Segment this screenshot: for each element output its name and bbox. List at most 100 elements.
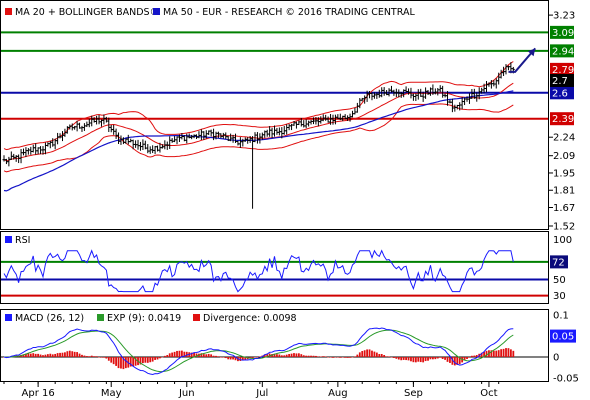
divergence-bar	[100, 357, 103, 358]
divergence-bar	[366, 349, 369, 357]
macd-series-line	[3, 327, 514, 376]
macd-tick-label: -0.05	[553, 373, 579, 384]
divergence-bar	[336, 357, 339, 358]
divergence-bar	[142, 357, 144, 364]
divergence-bar	[427, 357, 429, 361]
divergence-bar	[375, 352, 378, 357]
divergence-bar	[180, 350, 183, 357]
divergence-bar	[393, 357, 395, 358]
divergence-bar	[173, 351, 176, 357]
divergence-bar	[88, 356, 91, 357]
divergence-bar	[42, 355, 44, 357]
divergence-bar	[207, 353, 210, 357]
divergence-bar	[151, 357, 154, 362]
divergence-legend-label: Divergence: 0.0098	[203, 313, 297, 324]
ma50-line	[3, 90, 514, 192]
divergence-bar	[219, 357, 222, 358]
price-axis: 3.23 2.24 2.09 1.95 1.81 1.67 1.52	[549, 11, 575, 233]
divergence-bar	[61, 352, 64, 357]
rsi-legend-label: RSI	[15, 235, 30, 246]
divergence-bar	[120, 357, 122, 369]
divergence-bar	[453, 357, 456, 366]
divergence-bar	[273, 353, 276, 357]
divergence-bar	[51, 354, 54, 357]
divergence-bar	[283, 355, 286, 357]
divergence-bar	[466, 357, 468, 359]
divergence-bar	[327, 357, 330, 358]
divergence-bar	[193, 352, 195, 357]
divergence-bar	[483, 351, 485, 357]
divergence-bar	[163, 355, 166, 357]
divergence-bar	[159, 357, 161, 359]
divergence-bar	[115, 357, 117, 366]
divergence-bar	[349, 357, 351, 358]
divergence-bar	[195, 353, 198, 357]
divergence-bar	[156, 357, 159, 360]
divergence-bar	[473, 355, 476, 357]
level-tag-2.6: 2.6	[552, 88, 568, 99]
divergence-bar	[139, 357, 142, 365]
x-tick-label: Aug	[328, 388, 348, 399]
prev-close-tag: 2.7	[552, 76, 568, 87]
divergence-bar	[129, 357, 132, 367]
divergence-bar	[215, 355, 217, 357]
rsi-current-tag-bg	[550, 255, 568, 269]
divergence-bar	[178, 350, 181, 357]
forecast-arrow-head	[527, 48, 536, 57]
divergence-bar	[149, 357, 152, 363]
divergence-bar	[371, 350, 373, 357]
divergence-bar	[383, 355, 386, 357]
macd-tick-label: 0	[553, 353, 559, 364]
divergence-bar	[176, 350, 178, 357]
divergence-bar	[295, 353, 298, 357]
rsi-axis: 100 72 50 30	[550, 235, 572, 302]
divergence-bar	[90, 355, 93, 357]
rsi-panel-frame	[0, 231, 549, 304]
rsi-current-tag: 72	[552, 257, 565, 268]
divergence-bar	[302, 355, 305, 357]
divergence-bar	[310, 355, 312, 357]
divergence-bar	[390, 356, 393, 358]
divergence-bar	[154, 357, 156, 360]
forecast-arrow-line	[508, 47, 537, 73]
macd-axis: 0.1 0.05 0 -0.05	[550, 311, 579, 384]
level-tag-2.39: 2.39	[552, 114, 574, 125]
divergence-bar	[468, 357, 471, 358]
divergence-bar	[307, 355, 310, 357]
divergence-bar	[444, 357, 446, 360]
divergence-bar	[217, 356, 220, 357]
divergence-bar	[278, 354, 281, 357]
divergence-bar	[268, 353, 271, 357]
divergence-bar	[512, 350, 515, 357]
x-tick-label: Jul	[255, 388, 268, 399]
divergence-bar	[380, 353, 383, 357]
ma20-legend-swatch	[5, 8, 12, 15]
divergence-bar	[183, 351, 186, 357]
macd-legend-swatch	[5, 314, 12, 321]
divergence-bar	[395, 357, 398, 359]
divergence-bar	[78, 353, 81, 357]
divergence-bar	[317, 356, 320, 357]
divergence-bar	[263, 354, 266, 357]
x-tick-label: Oct	[480, 388, 497, 399]
divergence-legend-swatch	[193, 314, 200, 321]
ma20-legend-label: MA 20 + BOLLINGER BANDS®	[15, 7, 159, 18]
prev-close-tag-bg	[550, 73, 574, 87]
divergence-bar	[39, 354, 42, 357]
divergence-bar	[64, 352, 66, 357]
divergence-bar	[83, 355, 86, 357]
divergence-bar	[495, 350, 498, 357]
divergence-bar	[361, 350, 364, 357]
divergence-bar	[234, 357, 237, 361]
divergence-bar	[388, 356, 390, 357]
divergence-bar	[485, 350, 488, 357]
macd-current-tag: 0.05	[552, 332, 574, 343]
divergence-bar	[293, 353, 295, 357]
divergence-bar	[144, 357, 147, 363]
divergence-bar	[319, 356, 322, 358]
divergence-bar	[32, 353, 35, 357]
divergence-bar	[288, 354, 291, 357]
x-tick-label: Apr 16	[22, 388, 55, 399]
divergence-bar	[424, 357, 427, 362]
divergence-bar	[205, 354, 208, 357]
